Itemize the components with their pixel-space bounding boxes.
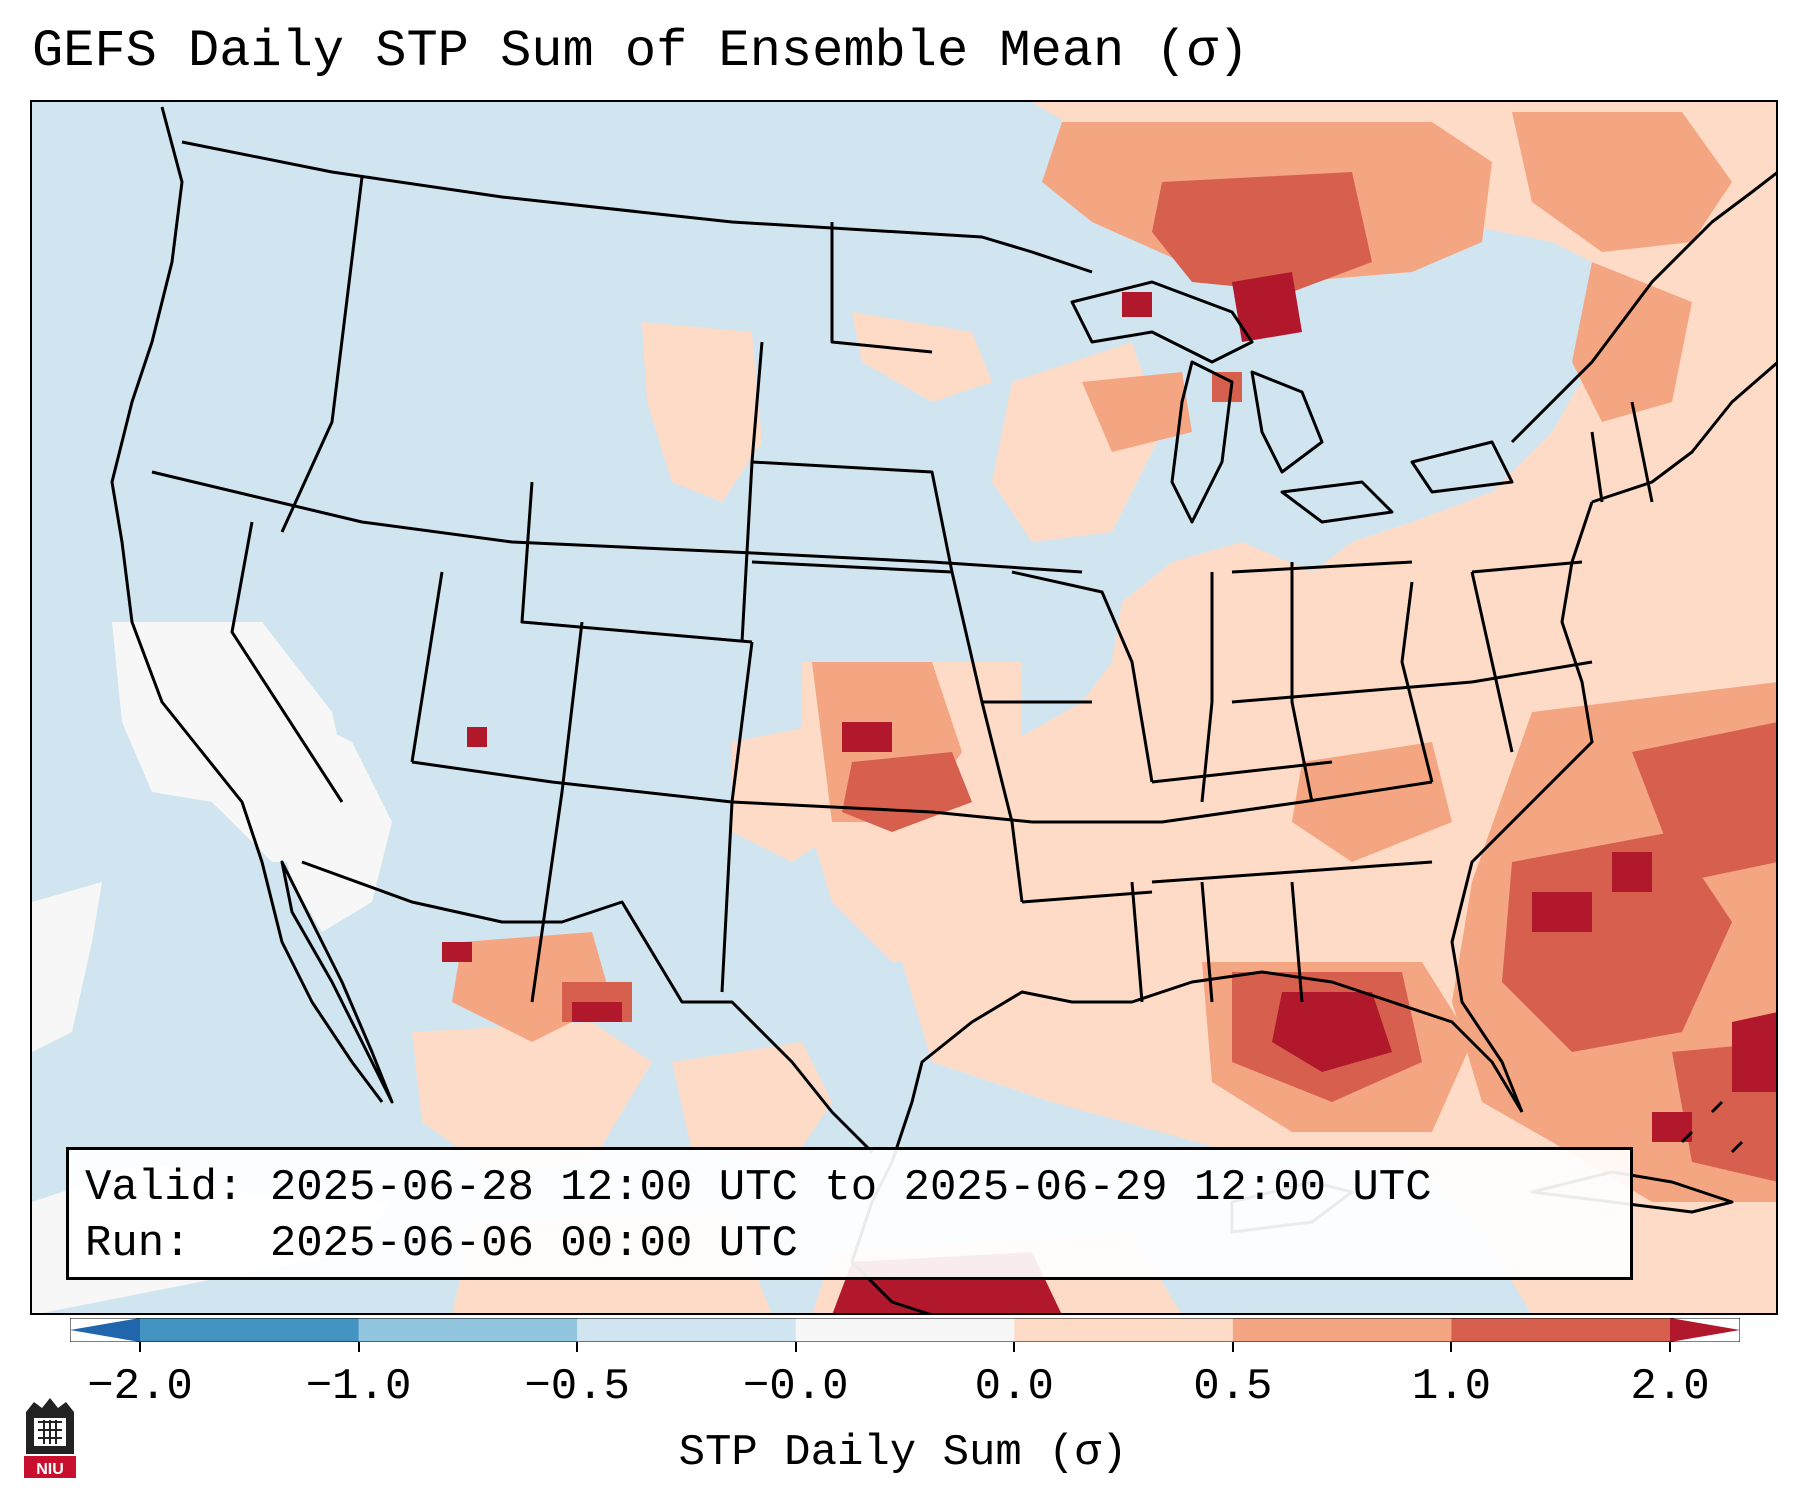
colorbar-tick-mark	[1669, 1342, 1671, 1352]
colorbar-tick-mark	[1231, 1342, 1234, 1352]
map-canvas	[32, 102, 1776, 1313]
niu-logo: NIU	[24, 1398, 76, 1478]
colorbar-tick-mark	[1013, 1342, 1016, 1352]
colorbar-segment	[795, 1318, 1015, 1342]
colorbar-tick-label: −0.0	[742, 1362, 849, 1412]
colorbar	[70, 1318, 1740, 1342]
valid-run-info-box: Valid: 2025-06-28 12:00 UTC to 2025-06-2…	[66, 1147, 1633, 1280]
colorbar-segment	[1014, 1318, 1234, 1342]
colorbar-segment	[140, 1318, 360, 1342]
colorbar-tick-label: −1.0	[305, 1362, 412, 1412]
run-time-text: Run: 2025-06-06 00:00 UTC	[85, 1219, 798, 1269]
colorbar-extend-high	[1670, 1318, 1740, 1342]
colorbar-title: STP Daily Sum (σ)	[678, 1428, 1128, 1478]
colorbar-tick-label: −0.5	[524, 1362, 630, 1412]
colorbar-tick-label: 0.0	[974, 1362, 1054, 1412]
borders	[110, 106, 1776, 1313]
colorbar-extend-low	[70, 1318, 140, 1342]
colorbar-tick-mark	[576, 1342, 579, 1352]
colorbar-tick-mark	[1450, 1342, 1453, 1352]
colorbar-tick-label: −2.0	[87, 1362, 193, 1412]
colorbar-tick-label: 1.0	[1411, 1362, 1492, 1412]
colorbar-segment	[358, 1318, 578, 1342]
colorbar-tick-mark	[794, 1342, 797, 1352]
niu-logo-text: NIU	[36, 1461, 64, 1478]
map-title: GEFS Daily STP Sum of Ensemble Mean (σ)	[32, 22, 1249, 81]
valid-time-text: Valid: 2025-06-28 12:00 UTC to 2025-06-2…	[85, 1163, 1432, 1213]
colorbar-tick-label: 2.0	[1630, 1362, 1710, 1412]
map-panel	[30, 100, 1778, 1315]
colorbar-tick-mark	[139, 1342, 141, 1352]
colorbar-segment	[1451, 1318, 1671, 1342]
colorbar-segment	[577, 1318, 797, 1342]
colorbar-segment	[1232, 1318, 1452, 1342]
colorbar-tick-label: 0.5	[1193, 1362, 1273, 1412]
colorbar-segments	[70, 1318, 1740, 1342]
colorbar-tick-mark	[357, 1342, 360, 1352]
